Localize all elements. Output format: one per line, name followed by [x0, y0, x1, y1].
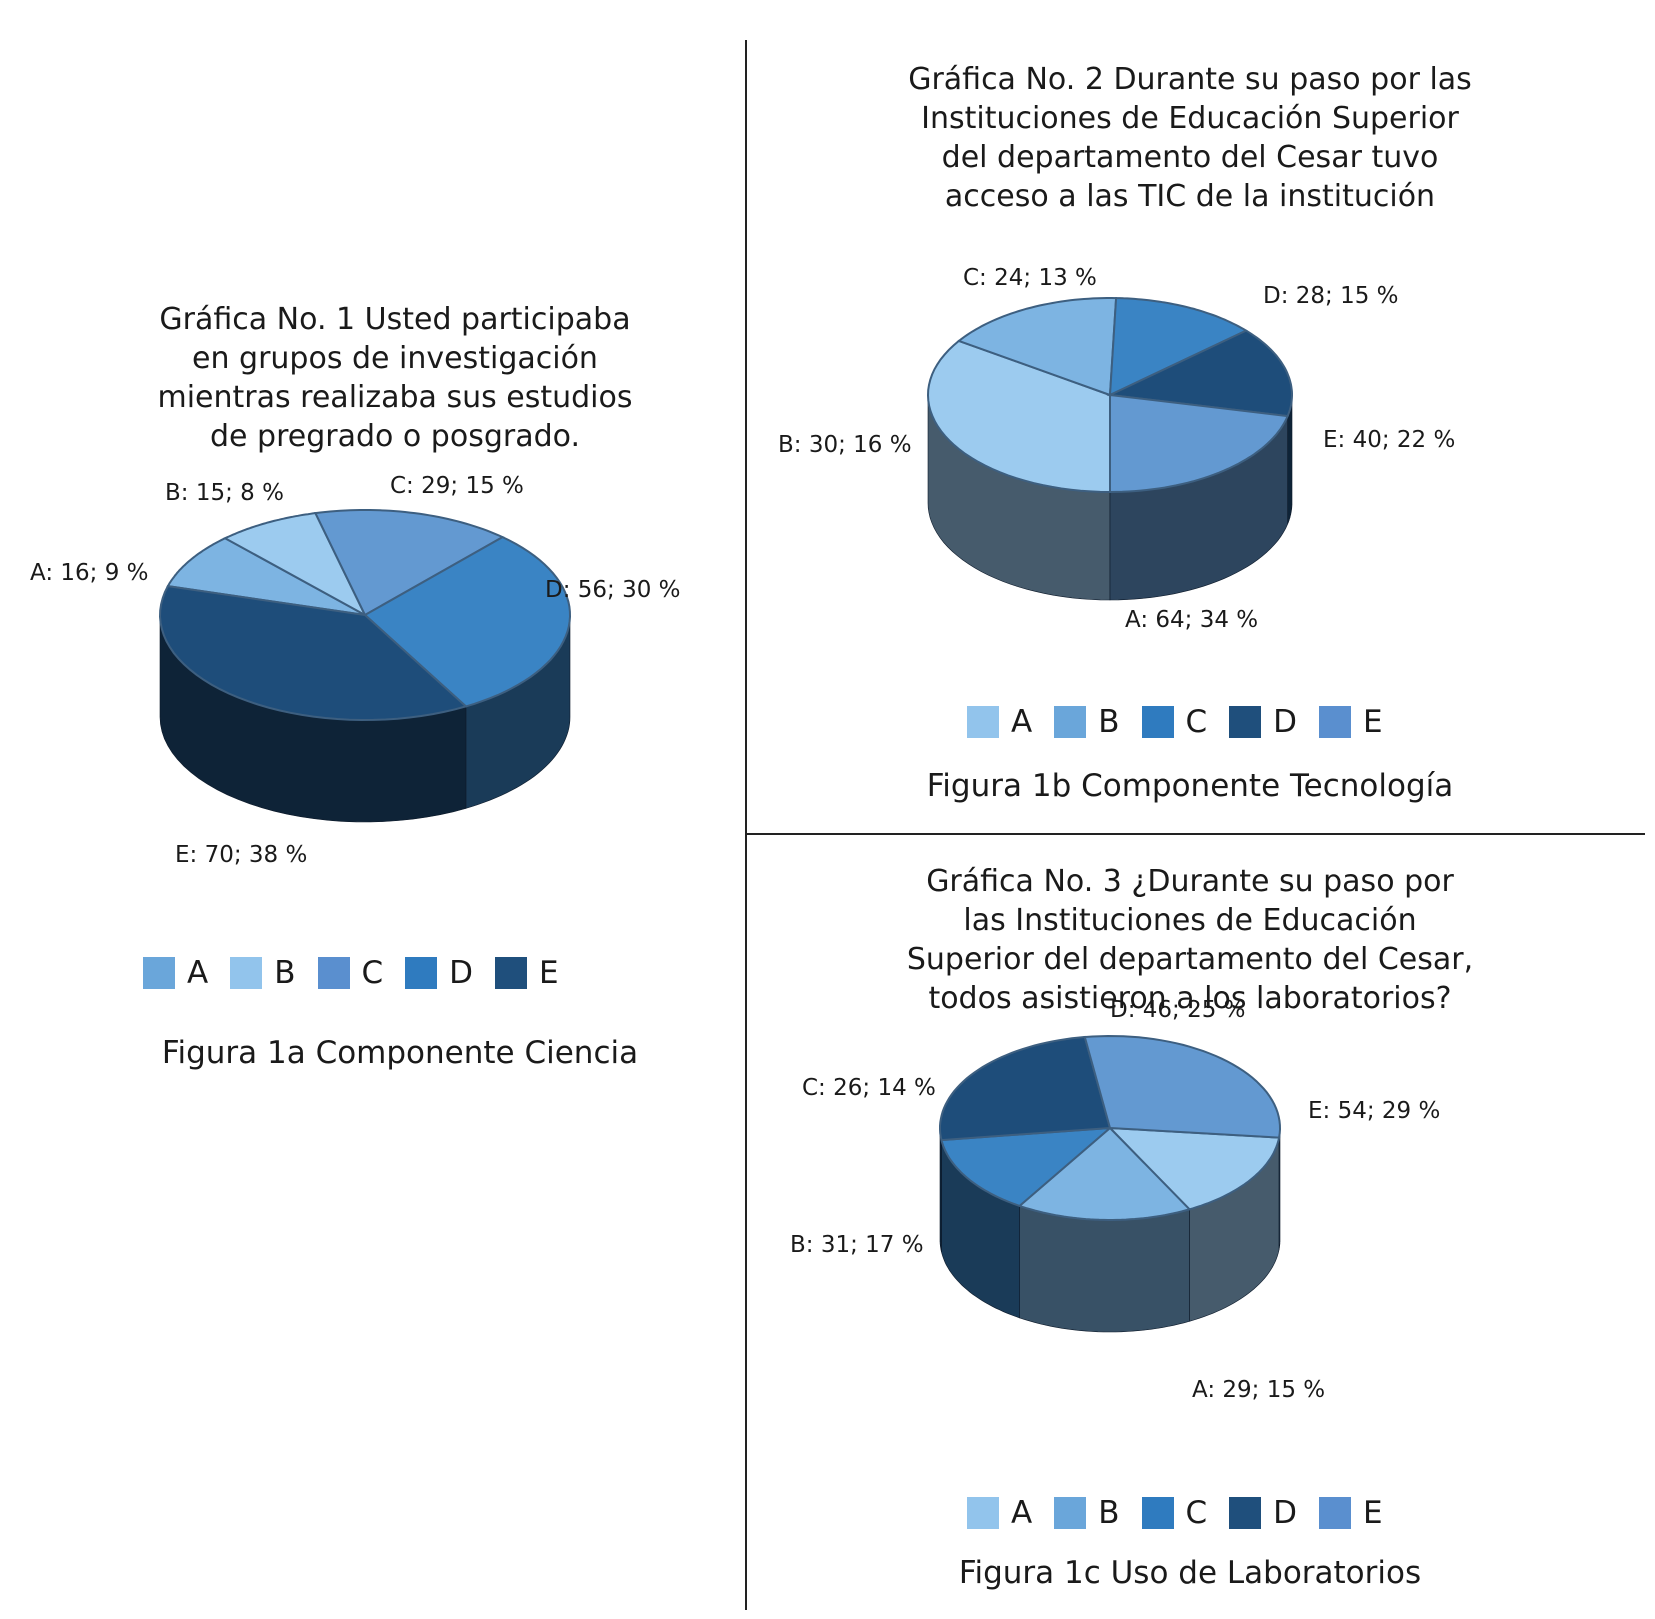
chart-2-title: Gráfica No. 2 Durante su paso por las In…	[908, 62, 1472, 214]
data-label-C: C: 24; 13 %	[963, 265, 1097, 291]
chart-1-caption: Figura 1a Componente Ciencia	[161, 1035, 639, 1071]
data-label-B: B: 15; 8 %	[165, 480, 284, 506]
legend-swatch	[317, 957, 350, 989]
legend-item-D: D	[1229, 704, 1297, 740]
legend-swatch	[1229, 1497, 1262, 1529]
pie-slice-A	[926, 339, 1111, 494]
legend-item-D: D	[405, 955, 473, 991]
legend-item-A: A	[967, 1495, 1032, 1531]
legend-item-E: E	[1319, 704, 1383, 740]
chart-3-legend: A B C D E	[967, 1495, 1405, 1531]
legend-label: B	[274, 955, 296, 991]
legend-swatch	[967, 1497, 999, 1529]
pie-slice-D	[363, 535, 572, 708]
pie-slice-E	[1083, 1034, 1282, 1139]
chart-1-pie: A: 16; 9 % B: 15; 8 % C: 29; 15 % D: 56; 30…	[30, 473, 681, 868]
chart-1-title: Gráfica No. 1 Usted participaba en grupo…	[157, 302, 633, 454]
legend-item-E: E	[495, 955, 559, 991]
pie-slice-B	[956, 297, 1118, 397]
legend-label: E	[539, 955, 559, 991]
data-label-A: A: 16; 9 %	[30, 560, 149, 586]
horizontal-divider	[745, 833, 1645, 835]
legend-swatch	[1319, 1497, 1352, 1529]
legend-label: D	[1273, 1495, 1298, 1531]
pie-tops	[926, 297, 1293, 494]
chart-2-legend: A B C D E	[967, 704, 1405, 740]
legend-label: C	[1185, 1495, 1208, 1531]
pie-sides	[939, 1128, 1281, 1333]
legend-item-B: B	[1054, 1495, 1120, 1531]
legend-swatch	[1054, 706, 1087, 738]
legend-item-C: C	[317, 955, 384, 991]
pie-slice-B	[222, 512, 368, 618]
legend-swatch	[405, 957, 438, 989]
pie-side-E	[1278, 1128, 1281, 1250]
data-label-A: A: 29; 15 %	[1192, 1377, 1325, 1403]
legend-label: E	[1363, 704, 1383, 740]
data-label-A: A: 64; 34 %	[1125, 607, 1258, 633]
legend-swatch	[230, 957, 263, 989]
pie-slice-D	[1106, 329, 1293, 418]
legend-label: E	[1363, 1495, 1383, 1531]
chart-2-caption: Figura 1b Componente Tecnología	[926, 768, 1454, 804]
pie-slice-D	[939, 1035, 1112, 1142]
legend-label: B	[1098, 1495, 1120, 1531]
chart-3-caption: Figura 1c Uso de Laboratorios	[958, 1555, 1422, 1591]
legend-item-A: A	[967, 704, 1032, 740]
legend-item-A: A	[143, 955, 208, 991]
legend-item-D: D	[1229, 1495, 1297, 1531]
legend-item-E: E	[1319, 1495, 1383, 1531]
chart-1-legend: A B C D E	[143, 955, 581, 991]
legend-label: C	[361, 955, 384, 991]
chart-2-pie: A: 64; 34 % B: 30; 16 % C: 24; 13 % D: 28; …	[778, 265, 1455, 633]
pie-tops	[158, 509, 572, 722]
legend-swatch	[495, 957, 528, 989]
legend-swatch	[967, 706, 999, 738]
chart-3-pie: A: 29; 15 % B: 31; 17 % C: 26; 14 % D: 46; …	[790, 997, 1440, 1403]
legend-swatch	[1229, 706, 1262, 738]
legend-label: B	[1098, 704, 1120, 740]
pie-slice-C	[1108, 297, 1249, 397]
legend-label: C	[1185, 704, 1208, 740]
data-label-B: B: 31; 17 %	[790, 1232, 924, 1258]
data-label-D: D: 56; 30 %	[545, 577, 681, 603]
legend-item-B: B	[230, 955, 296, 991]
data-label-E: E: 70; 38 %	[175, 842, 307, 868]
pie-tops	[939, 1034, 1282, 1221]
vertical-divider	[745, 40, 747, 1610]
data-label-E: E: 54; 29 %	[1308, 1098, 1440, 1124]
legend-swatch	[1141, 1497, 1174, 1529]
pie-slice-A	[1107, 1126, 1281, 1211]
pie-side-D	[939, 1128, 942, 1253]
data-label-D: D: 28; 15 %	[1263, 283, 1399, 309]
chart-3-title: Gráfica No. 3 ¿Durante su paso por las I…	[906, 864, 1474, 1016]
pie-slice-B	[1017, 1126, 1192, 1221]
pie-slice-E	[1109, 393, 1290, 494]
legend-swatch	[1319, 706, 1352, 738]
legend-label: D	[1273, 704, 1298, 740]
pie-slice-C	[940, 1126, 1113, 1208]
data-label-C: C: 29; 15 %	[390, 473, 524, 499]
pie-slice-C	[313, 509, 505, 617]
data-label-B: B: 30; 16 %	[778, 432, 912, 458]
legend-label: A	[1011, 704, 1033, 740]
legend-item-C: C	[1141, 704, 1208, 740]
data-label-D: D: 46; 25 %	[1110, 997, 1246, 1023]
legend-swatch	[143, 957, 175, 989]
legend-item-C: C	[1141, 1495, 1208, 1531]
legend-label: A	[1011, 1495, 1033, 1531]
legend-swatch	[1141, 706, 1174, 738]
pie-side-B	[1019, 1205, 1190, 1333]
legend-swatch	[1054, 1497, 1087, 1529]
pie-slice-E	[158, 585, 468, 722]
data-label-E: E: 40; 22 %	[1323, 427, 1455, 453]
legend-item-B: B	[1054, 704, 1120, 740]
pie-slice-A	[166, 537, 366, 616]
legend-label: A	[187, 955, 209, 991]
legend-label: D	[449, 955, 474, 991]
data-label-C: C: 26; 14 %	[802, 1075, 936, 1101]
